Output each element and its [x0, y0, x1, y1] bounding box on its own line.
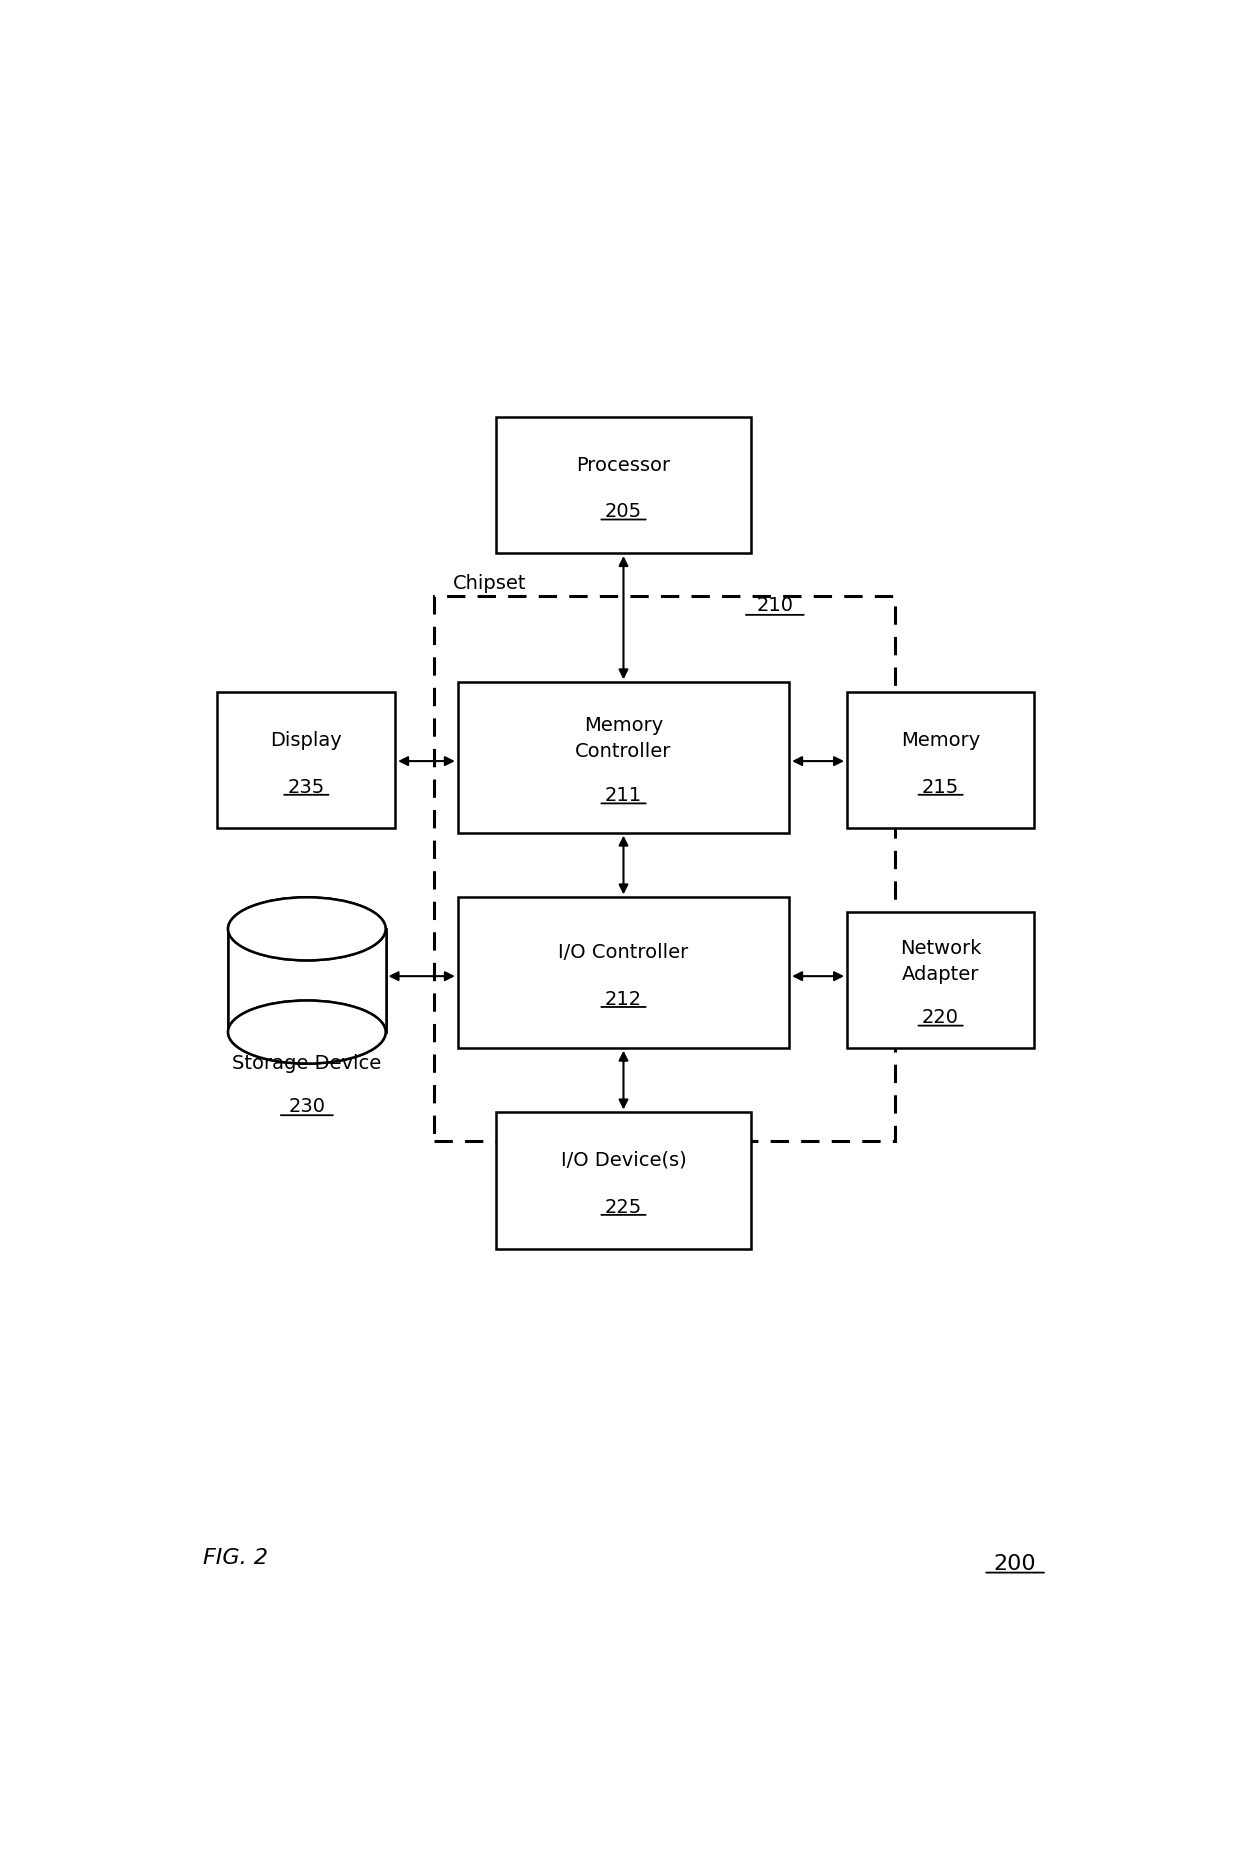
Text: 212: 212: [605, 991, 642, 1009]
Text: Adapter: Adapter: [901, 965, 980, 983]
Text: I/O Device(s): I/O Device(s): [560, 1151, 687, 1169]
Text: 230: 230: [289, 1097, 325, 1115]
Bar: [847, 693, 1034, 829]
Bar: [228, 929, 386, 1032]
Text: 205: 205: [605, 503, 642, 521]
Text: Memory: Memory: [584, 717, 663, 735]
Text: 200: 200: [993, 1555, 1037, 1573]
Text: Network: Network: [900, 938, 981, 957]
Text: 211: 211: [605, 786, 642, 804]
Bar: [458, 897, 789, 1048]
Bar: [496, 1112, 750, 1249]
Bar: [434, 596, 895, 1141]
Text: Controller: Controller: [575, 743, 672, 762]
Ellipse shape: [228, 897, 386, 961]
Text: 210: 210: [756, 596, 794, 614]
Bar: [217, 693, 396, 829]
Bar: [496, 417, 750, 553]
Text: 215: 215: [923, 778, 960, 797]
Bar: [458, 681, 789, 832]
Text: 235: 235: [288, 778, 325, 797]
Text: Display: Display: [270, 730, 342, 750]
Text: 220: 220: [923, 1009, 959, 1028]
Text: I/O Controller: I/O Controller: [558, 942, 688, 963]
Ellipse shape: [228, 1000, 386, 1063]
Ellipse shape: [228, 1000, 386, 1063]
Text: Processor: Processor: [577, 456, 671, 475]
Bar: [847, 912, 1034, 1048]
Text: FIG. 2: FIG. 2: [203, 1549, 268, 1568]
Text: Memory: Memory: [901, 730, 981, 750]
Text: 225: 225: [605, 1197, 642, 1216]
Text: Storage Device: Storage Device: [232, 1054, 382, 1073]
Ellipse shape: [228, 897, 386, 961]
Text: Chipset: Chipset: [453, 573, 527, 594]
